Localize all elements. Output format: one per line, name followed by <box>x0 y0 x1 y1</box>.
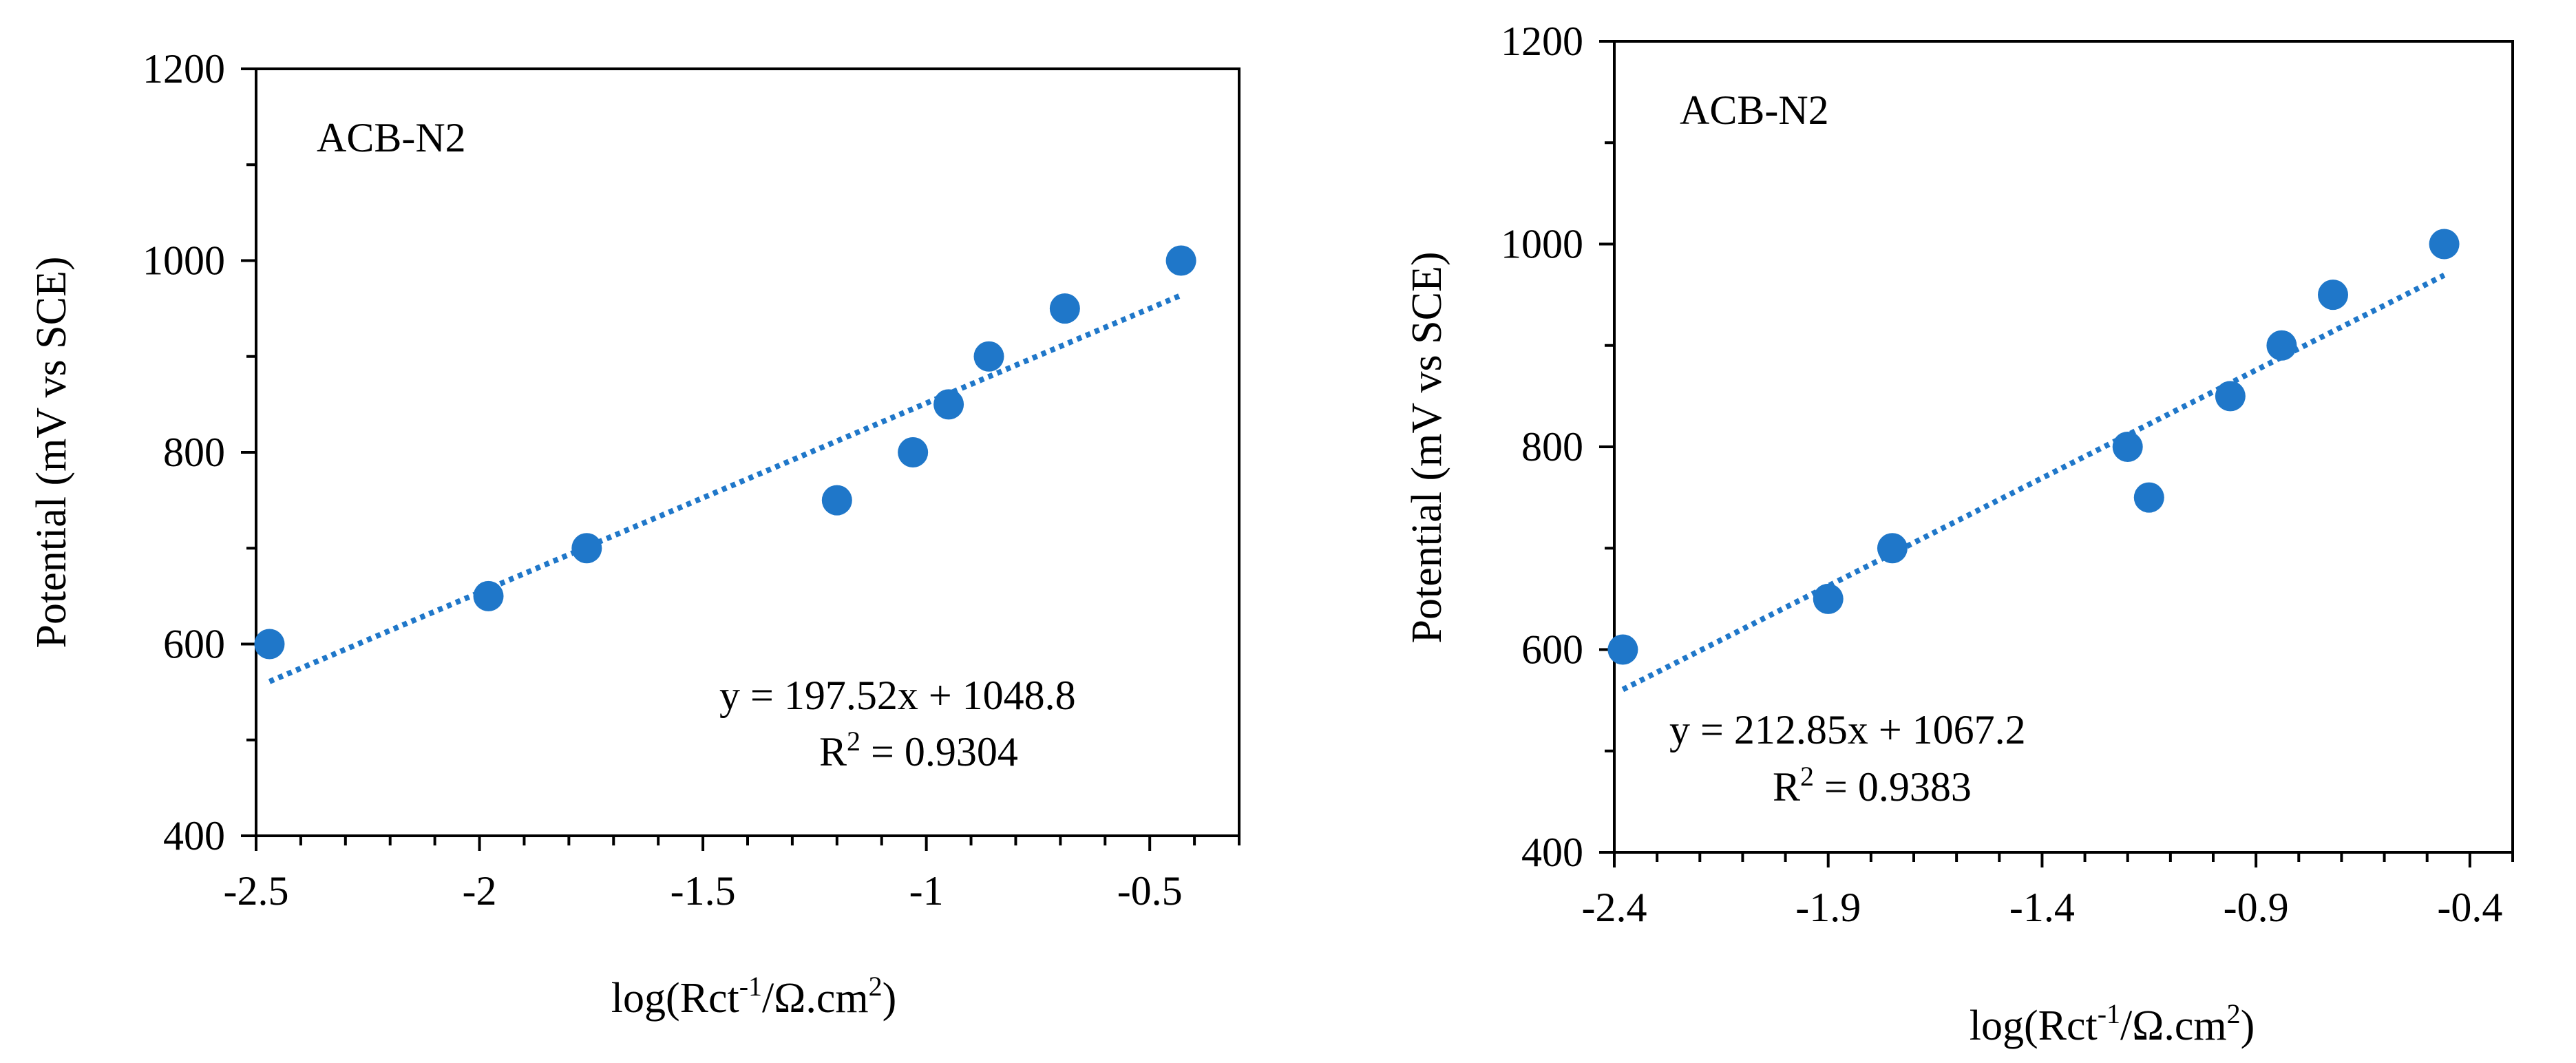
x-tick-label: -2.5 <box>224 868 289 914</box>
data-point <box>898 437 929 467</box>
x-tick-label: -1 <box>909 868 944 914</box>
y-tick-label: 1200 <box>1501 19 1583 64</box>
trendline-equation: y = 212.85x + 1067.2 <box>1669 707 2026 752</box>
x-tick-label: -1.4 <box>2009 885 2075 930</box>
data-point <box>2266 330 2297 361</box>
y-axis-title: Potential (mV vs SCE) <box>1404 252 1450 644</box>
data-point <box>2133 482 2164 513</box>
data-point <box>571 533 602 564</box>
x-tick-label: -2.4 <box>1582 885 1647 930</box>
x-tick-label: -0.5 <box>1117 868 1183 914</box>
data-point <box>254 629 285 660</box>
data-point <box>1165 245 1196 276</box>
data-point <box>1813 583 1844 614</box>
y-tick-label: 600 <box>1521 627 1583 673</box>
trendline <box>268 293 1183 684</box>
data-point <box>2429 229 2460 260</box>
y-tick-label: 1000 <box>142 238 225 284</box>
data-point <box>473 580 504 611</box>
r-squared: R2 = 0.9304 <box>819 726 1018 775</box>
y-tick-label: 400 <box>163 813 225 859</box>
panel-label: ACB-N2 <box>1680 87 1829 133</box>
y-tick-label: 1200 <box>142 46 225 92</box>
x-axis-title: log(Rct-1/Ω.cm2) <box>611 971 897 1022</box>
x-axis-title: log(Rct-1/Ω.cm2) <box>1970 998 2255 1049</box>
data-point <box>2318 280 2348 311</box>
data-point <box>2215 381 2246 412</box>
panel-label: ACB-N2 <box>317 115 466 160</box>
y-tick-label: 600 <box>163 622 225 667</box>
right-chart-panel: 400 600 800 1000 1200 -2.4 -1.9 -1.4 -0.9 -0.4 ACB… <box>1404 19 2514 1049</box>
y-tick-label: 800 <box>163 430 225 475</box>
x-tick-label: -2 <box>463 868 497 914</box>
data-point <box>1877 533 1908 564</box>
trendline-equation: y = 197.52x + 1048.8 <box>719 673 1076 718</box>
y-tick-label: 1000 <box>1501 222 1583 267</box>
data-point <box>933 389 964 420</box>
data-point <box>1049 293 1080 324</box>
data-point <box>821 485 852 516</box>
data-point <box>973 341 1004 372</box>
x-tick-label: -1.9 <box>1795 885 1861 930</box>
data-point <box>1607 634 1638 665</box>
x-tick-label: -0.4 <box>2437 885 2502 930</box>
y-tick-label: 800 <box>1521 424 1583 470</box>
x-tick-label: -0.9 <box>2224 885 2289 930</box>
y-tick-label: 400 <box>1521 830 1583 875</box>
y-axis-title: Potential (mV vs SCE) <box>28 257 75 649</box>
x-tick-label: -1.5 <box>671 868 736 914</box>
r-squared: R2 = 0.9383 <box>1773 761 1972 810</box>
data-point <box>2112 432 2143 462</box>
left-chart-panel: 400 600 800 1000 1200 -2.5 -2 -1.5 -1 -0.5 ACB-N2 y… <box>28 46 1241 1022</box>
